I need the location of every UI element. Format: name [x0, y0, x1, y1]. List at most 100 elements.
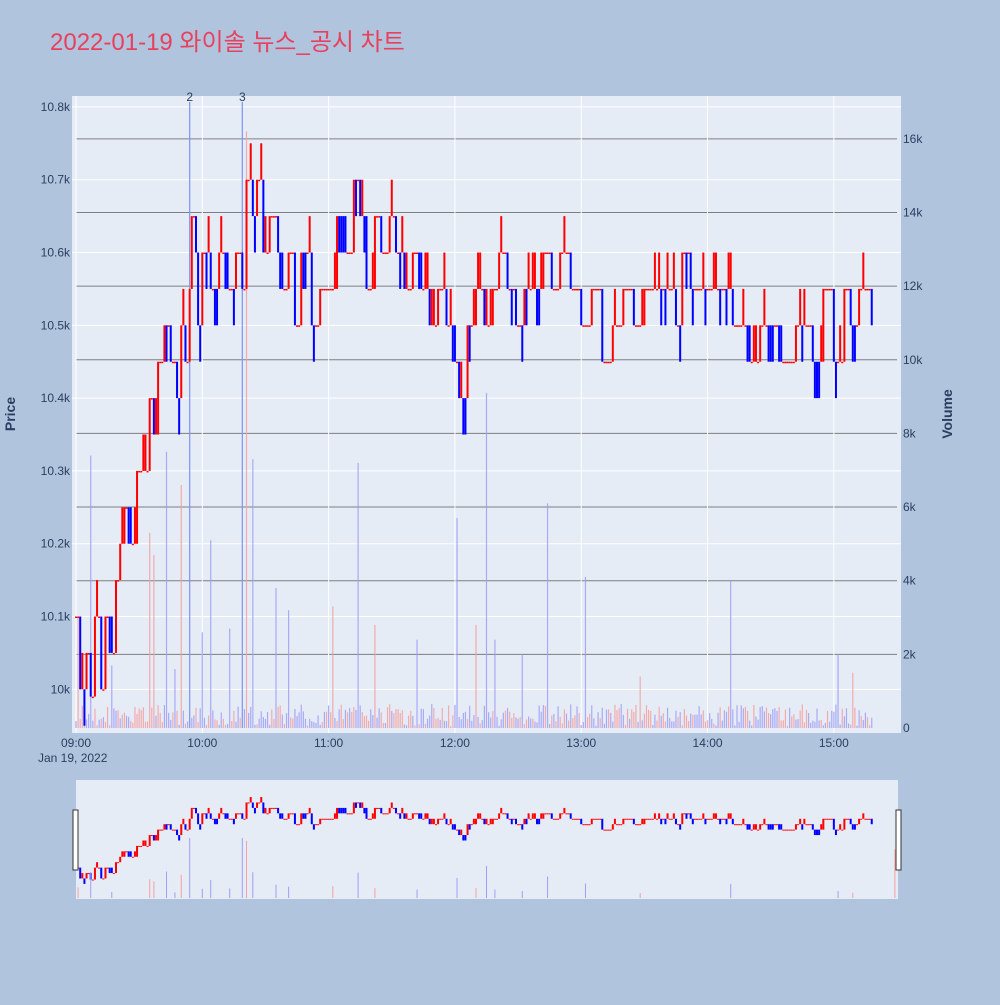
slider-candle	[546, 813, 549, 815]
slider-candle	[757, 829, 760, 831]
volume-bar	[544, 705, 547, 728]
volume-bar	[496, 716, 498, 728]
volume-bar	[252, 459, 254, 728]
volume-bar	[774, 708, 776, 728]
volume-bar	[513, 713, 515, 728]
volume-bar	[772, 709, 774, 728]
candle-up	[456, 361, 459, 364]
slider-candle	[251, 802, 254, 808]
volume-bar	[182, 710, 184, 728]
volume-bar	[460, 719, 462, 728]
candle-up	[333, 252, 336, 289]
slider-candle	[643, 818, 646, 825]
candle-up	[411, 252, 414, 289]
slider-candle	[434, 824, 437, 826]
candle-up	[323, 288, 326, 291]
volume-bar	[580, 725, 582, 728]
slider-candle	[689, 813, 692, 819]
slider-volume-bar	[166, 871, 168, 898]
slider-candle	[180, 824, 183, 836]
volume-bar	[424, 723, 427, 728]
volume-bar	[778, 707, 780, 728]
volume-bar	[372, 715, 374, 728]
slider-candle	[241, 813, 244, 819]
slider-candle	[283, 818, 286, 820]
volume-bar	[797, 719, 799, 728]
slider-candle	[136, 845, 139, 857]
range-slider-right-handle[interactable]	[895, 809, 902, 871]
candle-up	[837, 361, 840, 364]
candle-up	[607, 361, 610, 364]
candle-down	[108, 616, 111, 653]
slider-candle	[651, 818, 654, 820]
candle-down	[514, 288, 517, 326]
volume-bar	[502, 712, 504, 728]
volume-bar	[845, 708, 848, 728]
volume-bar	[317, 715, 319, 728]
volume-bar	[675, 710, 677, 728]
slider-candle	[110, 867, 113, 874]
volume-bar	[500, 719, 502, 728]
volume-bar	[260, 711, 262, 728]
candle-up	[656, 288, 659, 291]
candle-up	[154, 398, 157, 435]
slider-candle	[552, 818, 555, 820]
volume-bar	[525, 719, 528, 728]
volume-bar	[658, 706, 660, 728]
candle-up	[700, 288, 703, 291]
slider-candle	[813, 829, 816, 836]
volume-bar	[418, 724, 420, 728]
slider-candle	[449, 818, 452, 825]
slider-candle	[146, 845, 149, 847]
slider-candle	[121, 851, 124, 857]
volume-bar	[334, 718, 336, 728]
range-slider-left-handle[interactable]	[72, 809, 79, 871]
volume-bar	[786, 725, 789, 728]
slider-candle	[708, 818, 711, 820]
volume-bar	[336, 721, 338, 728]
slider-candle	[203, 813, 206, 815]
candle-down	[851, 325, 854, 362]
candle-up	[266, 252, 269, 255]
candle-down	[580, 288, 583, 326]
candle-up	[479, 252, 482, 289]
volume-bar	[852, 672, 854, 728]
slider-candle	[83, 878, 86, 884]
slider-candle	[666, 813, 669, 819]
slider-volume-bar	[77, 887, 79, 898]
volume-bar	[420, 708, 422, 728]
candle-up	[647, 288, 650, 291]
volume-bar	[477, 716, 479, 728]
volume-bar	[850, 724, 852, 728]
volume-bar	[864, 712, 867, 728]
slider-candle	[382, 813, 385, 815]
slider-candle	[714, 813, 717, 819]
candle-up	[548, 252, 551, 255]
candle-up	[472, 288, 475, 326]
volume-bar	[782, 720, 784, 728]
candle-up	[432, 288, 435, 326]
volume-bar	[454, 704, 456, 728]
slider-candle	[394, 807, 397, 814]
candle-up	[860, 288, 863, 291]
candle-down	[778, 325, 781, 362]
candle-up	[144, 434, 147, 471]
volume-bar	[652, 725, 654, 728]
volume-bar	[483, 705, 485, 728]
slider-candle	[584, 824, 587, 826]
candle-up	[106, 616, 109, 619]
slider-candle	[416, 813, 419, 815]
volume-bar	[831, 710, 833, 728]
candle-down	[399, 252, 402, 289]
volume-bar	[429, 715, 431, 728]
volume-bar	[727, 706, 730, 728]
volume-bar	[626, 708, 629, 728]
slider-candle	[626, 818, 629, 820]
candle-up	[687, 252, 690, 255]
slider-candle	[790, 829, 793, 831]
slider-candle	[384, 813, 387, 815]
volume-bar	[519, 717, 521, 728]
candle-up	[641, 288, 644, 326]
slider-candle	[514, 818, 517, 825]
volume-bar	[595, 725, 597, 728]
